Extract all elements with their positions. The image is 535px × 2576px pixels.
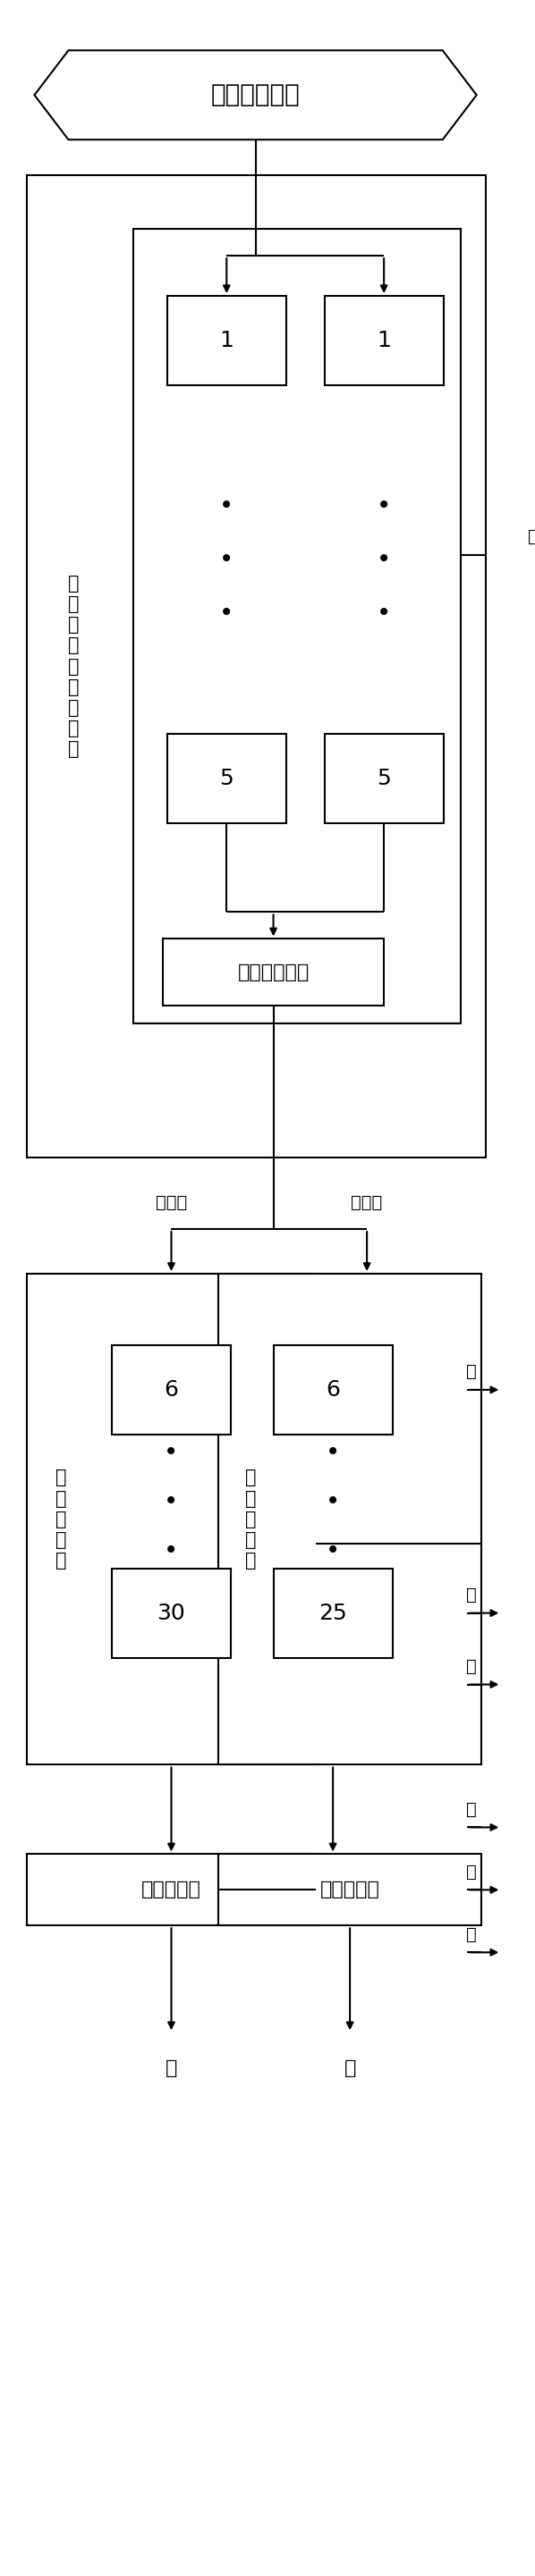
Bar [324, 734, 444, 822]
Text: 是: 是 [165, 2058, 177, 2076]
Text: 非: 非 [528, 528, 535, 546]
Text: 置信度仲裁器: 置信度仲裁器 [238, 963, 309, 981]
Bar [27, 1855, 316, 1927]
Text: 非: 非 [467, 1587, 477, 1605]
Bar [218, 1273, 482, 1765]
Text: •: • [164, 1538, 179, 1564]
Text: 5: 5 [219, 768, 234, 788]
Text: •: • [377, 492, 391, 518]
Text: •: • [377, 546, 391, 572]
Bar [218, 1855, 482, 1927]
Text: 阴
部
检
测
器: 阴 部 检 测 器 [245, 1468, 256, 1569]
Text: •: • [219, 600, 234, 626]
Text: •: • [326, 1538, 340, 1564]
Text: 敏
感
部
位
类
型
估
计
器: 敏 感 部 位 类 型 估 计 器 [68, 574, 79, 757]
Text: •: • [326, 1489, 340, 1515]
Text: •: • [164, 1489, 179, 1515]
Text: 乳
晕
检
测
器: 乳 晕 检 测 器 [55, 1468, 66, 1569]
Bar [112, 1345, 231, 1435]
Text: 6: 6 [164, 1378, 179, 1401]
Text: 25: 25 [319, 1602, 347, 1623]
Text: 非: 非 [467, 1927, 477, 1942]
Bar [167, 734, 286, 822]
Bar [273, 1569, 393, 1659]
Text: •: • [219, 492, 234, 518]
Text: 似乳晕: 似乳晕 [156, 1195, 187, 1211]
Text: •: • [377, 600, 391, 626]
Text: 1: 1 [377, 330, 391, 350]
Bar [273, 1345, 393, 1435]
Text: 非: 非 [467, 1363, 477, 1381]
Bar [167, 296, 286, 386]
Bar [324, 296, 444, 386]
Bar [112, 1569, 231, 1659]
Text: 非: 非 [467, 1659, 477, 1674]
Text: 1: 1 [219, 330, 234, 350]
Text: •: • [164, 1440, 179, 1466]
Text: 30: 30 [157, 1602, 186, 1623]
Text: 乳晕鉴别器: 乳晕鉴别器 [141, 1880, 201, 1899]
Text: 是: 是 [344, 2058, 356, 2076]
Text: 阴部鉴别器: 阴部鉴别器 [320, 1880, 380, 1899]
Text: •: • [326, 1440, 340, 1466]
Text: 6: 6 [326, 1378, 340, 1401]
Text: •: • [219, 546, 234, 572]
Bar [133, 229, 461, 1023]
Polygon shape [34, 52, 477, 139]
Text: 5: 5 [377, 768, 391, 788]
Text: 似阴部: 似阴部 [351, 1195, 383, 1211]
Text: 非: 非 [467, 1862, 477, 1880]
Bar [163, 938, 384, 1005]
Text: 待检测子窗口: 待检测子窗口 [211, 82, 300, 108]
Bar [27, 175, 486, 1157]
Bar [27, 1273, 316, 1765]
Text: 非: 非 [467, 1801, 477, 1819]
